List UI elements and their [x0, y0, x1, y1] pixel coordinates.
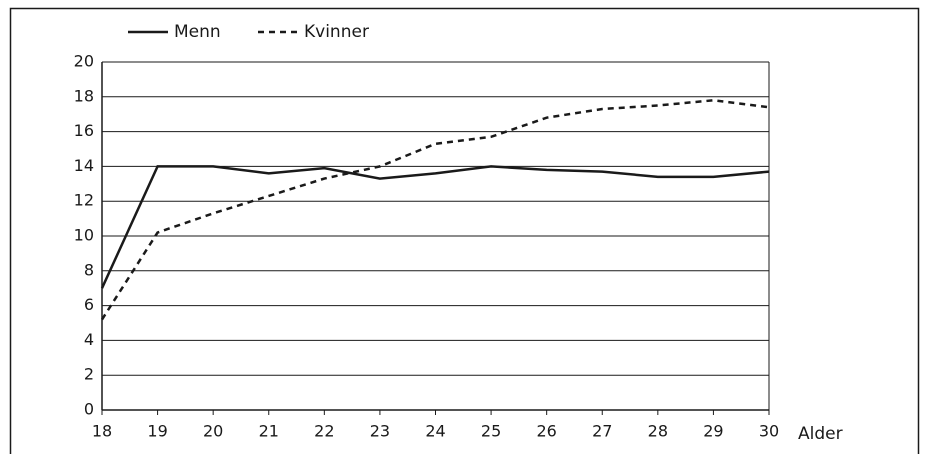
y-tick-label: 4 — [84, 330, 94, 349]
y-tick-label: 2 — [84, 365, 94, 384]
x-tick-label: 23 — [370, 422, 390, 441]
x-tick-label: 18 — [92, 422, 112, 441]
series-line — [100, 165, 770, 289]
y-tick-label: 16 — [74, 121, 94, 140]
x-tick-label: 27 — [592, 422, 612, 441]
x-tick-label: 30 — [759, 422, 779, 441]
y-tick-label: 0 — [84, 400, 94, 419]
frame — [9, 7, 920, 454]
x-tick-label: 29 — [703, 422, 723, 441]
y-tick-label: 10 — [74, 226, 94, 245]
x-tick-label: 25 — [481, 422, 501, 441]
series-line — [100, 99, 770, 321]
x-tick-label: 21 — [259, 422, 279, 441]
y-tick-label: 12 — [74, 191, 94, 210]
y-tick-label: 20 — [74, 52, 94, 71]
x-tick-label: 24 — [425, 422, 445, 441]
legend-label: Menn — [174, 22, 221, 42]
y-tick-label: 18 — [74, 86, 94, 105]
x-tick-label: 28 — [648, 422, 668, 441]
legend-label: Kvinner — [304, 22, 369, 42]
y-tick-label: 6 — [84, 295, 94, 314]
y-tick-label: 14 — [74, 156, 94, 175]
x-tick-label: 19 — [147, 422, 167, 441]
x-tick-label: 22 — [314, 422, 334, 441]
x-tick-label: 20 — [203, 422, 223, 441]
y-tick-label: 8 — [84, 260, 94, 279]
x-axis-label: Alder — [798, 424, 843, 444]
x-tick-label: 26 — [536, 422, 556, 441]
